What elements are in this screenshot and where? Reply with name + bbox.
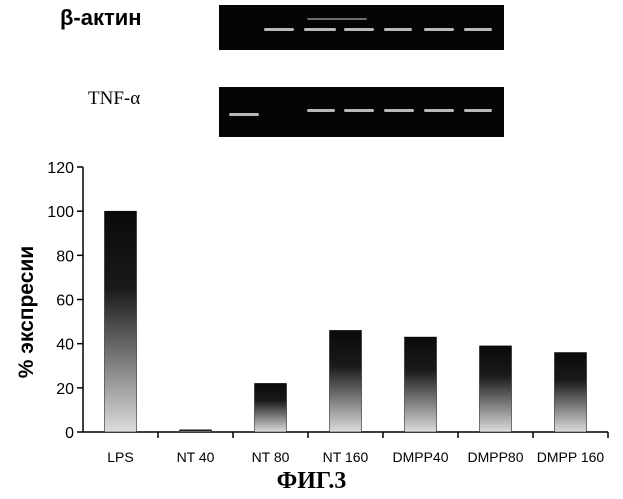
- y-tick-label: 20: [56, 381, 74, 398]
- y-tick-label: 40: [56, 337, 74, 354]
- x-axis-ticks: LPS NT 40 NT 80 NT 160 DMPP40 DMPP80 DMPP 160: [107, 432, 608, 465]
- y-tick-label: 120: [47, 160, 74, 177]
- bar-dmpp40: [405, 337, 437, 432]
- y-axis-ticks: 0 20 40 60 80 100 120: [47, 160, 83, 442]
- y-tick-label: 80: [56, 248, 74, 265]
- bar-dmpp80: [480, 346, 512, 432]
- figure-caption: ФИГ.3: [0, 468, 623, 495]
- x-tick-label: NT 80: [252, 449, 290, 465]
- x-tick-label: DMPP80: [467, 449, 523, 465]
- x-tick-label: NT 40: [177, 449, 215, 465]
- bar-nt-40: [180, 430, 212, 432]
- y-tick-label: 100: [47, 204, 74, 221]
- bar-nt-80: [255, 383, 287, 432]
- bar-nt-160: [330, 330, 362, 432]
- y-tick-label: 60: [56, 293, 74, 310]
- y-tick-label: 0: [65, 425, 74, 442]
- x-tick-label: LPS: [107, 449, 133, 465]
- x-tick-label: DMPP 160: [537, 449, 605, 465]
- y-axis-label: % экспресии: [15, 227, 39, 397]
- x-tick-label: NT 160: [323, 449, 369, 465]
- x-tick-label: DMPP40: [392, 449, 448, 465]
- bar-lps: [105, 211, 137, 432]
- bar-dmpp-160: [555, 353, 587, 433]
- bar-series: [105, 211, 587, 432]
